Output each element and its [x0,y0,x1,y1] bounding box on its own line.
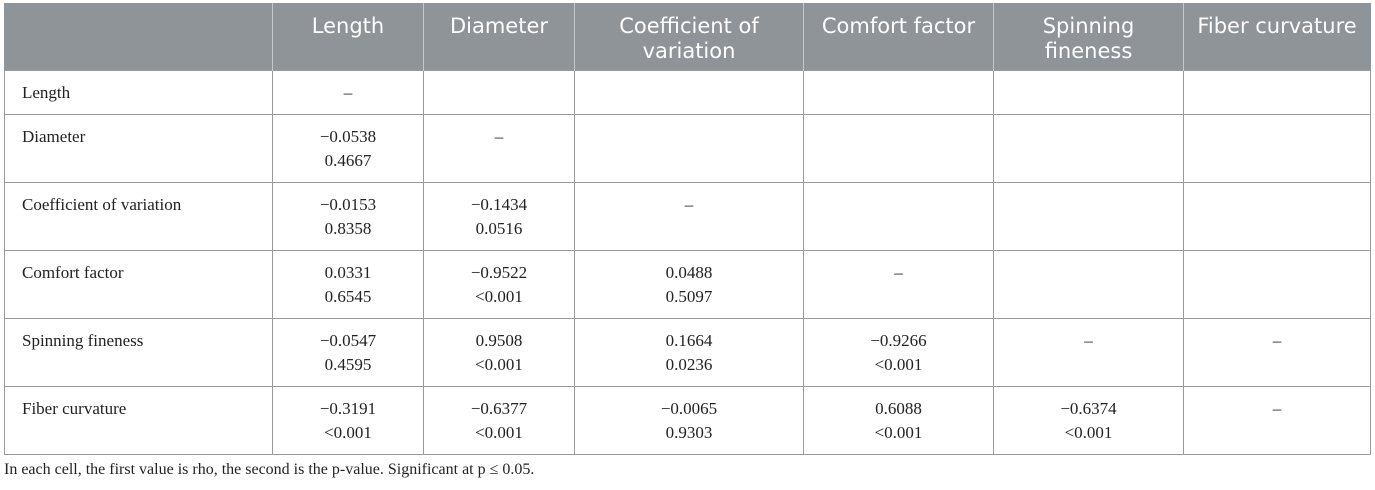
table-cell [1183,114,1371,183]
table-cell [993,250,1184,319]
table-cell: – [1183,386,1371,455]
table-cell: – [993,318,1184,387]
rho-value: – [1084,331,1093,350]
p-value: 0.0236 [665,355,713,374]
table-cell [574,114,804,183]
column-header: Coefficient of variation [574,3,804,71]
table-cell [803,114,994,183]
p-value: <0.001 [874,423,923,442]
table-cell [993,114,1184,183]
row-label: Spinning fineness [4,318,273,387]
p-value: <0.001 [475,355,523,374]
table-footnote: In each cell, the first value is rho, th… [4,461,535,478]
rho-value: 0.9508 [475,331,523,350]
correlation-table-container: Length Diameter Coefficient of variation… [4,3,1371,479]
rho-value: – [894,263,903,282]
table-cell [993,70,1184,115]
column-header: Length [272,3,424,71]
rho-value: −0.9522 [470,263,528,282]
table-cell [1183,70,1371,115]
p-value: 0.4667 [324,151,372,170]
rho-value: 0.1664 [665,331,713,350]
rho-value: −0.3191 [319,399,377,418]
correlation-table: Length Diameter Coefficient of variation… [4,3,1371,455]
table-cell: −0.0153 0.8358 [272,182,424,251]
rho-value: 0.6088 [875,399,922,418]
table-cell [1183,250,1371,319]
p-value: 0.8358 [324,219,372,238]
table-cell: 0.0331 0.6545 [272,250,424,319]
row-label: Fiber curvature [4,386,273,455]
table-cell: – [272,70,424,115]
table-row: Spinning fineness −0.0547 0.4595 0.9508 <0.0… [4,318,1371,387]
table-row: Length – [4,70,1371,115]
table-cell [1183,182,1371,251]
table-cell: −0.9522 <0.001 [423,250,575,319]
column-header: Spinning fineness [993,3,1184,71]
table-cell: 0.6088 <0.001 [803,386,994,455]
row-label: Comfort factor [4,250,273,319]
table-cell: −0.3191 <0.001 [272,386,424,455]
table-cell: −0.6374 <0.001 [993,386,1184,455]
header-corner [4,3,273,71]
rho-value: – [1272,331,1282,350]
table-row: Fiber curvature −0.3191 <0.001 −0.6377 <0.00… [4,386,1371,455]
p-value: <0.001 [475,423,523,442]
table-cell: – [803,250,994,319]
p-value: <0.001 [475,287,523,306]
table-cell: −0.6377 <0.001 [423,386,575,455]
p-value: 0.0516 [475,219,523,238]
table-cell: 0.0488 0.5097 [574,250,804,319]
table-cell: – [423,114,575,183]
table-cell: 0.9508 <0.001 [423,318,575,387]
p-value: 0.6545 [324,287,372,306]
rho-value: – [343,83,353,102]
rho-value: −0.1434 [470,195,528,214]
table-cell: −0.9266 <0.001 [803,318,994,387]
p-value: 0.4595 [324,355,372,374]
column-header: Fiber curvature [1183,3,1371,71]
rho-value: – [1272,399,1282,418]
rho-value: 0.0488 [665,263,713,282]
header-row: Length Diameter Coefficient of variation… [4,3,1371,71]
table-cell: −0.1434 0.0516 [423,182,575,251]
table-cell [993,182,1184,251]
table-row: Coefficient of variation −0.0153 0.8358 −0.… [4,182,1371,251]
table-cell: −0.0547 0.4595 [272,318,424,387]
table-cell [423,70,575,115]
rho-value: −0.0547 [319,331,377,350]
table-cell: −0.0065 0.9303 [574,386,804,455]
p-value: 0.9303 [665,423,713,442]
table-cell: −0.0538 0.4667 [272,114,424,183]
table-cell: 0.1664 0.0236 [574,318,804,387]
rho-value: −0.9266 [870,331,927,350]
table-row: Comfort factor 0.0331 0.6545 −0.9522 <0.001 0… [4,250,1371,319]
rho-value: −0.6374 [1060,399,1117,418]
table-cell [803,70,994,115]
row-label: Diameter [4,114,273,183]
table-cell [803,182,994,251]
row-label: Coefficient of variation [4,182,273,251]
p-value: 0.5097 [665,287,713,306]
rho-value: −0.0153 [319,195,377,214]
column-header: Comfort factor [803,3,994,71]
row-label: Length [4,70,273,115]
table-cell: – [1183,318,1371,387]
rho-value: – [684,195,694,214]
rho-value: −0.0538 [319,127,377,146]
p-value: <0.001 [324,423,372,442]
rho-value: – [494,127,504,146]
p-value: <0.001 [1064,423,1113,442]
rho-value: 0.0331 [324,263,372,282]
column-header: Diameter [423,3,575,71]
table-row: Diameter −0.0538 0.4667 – [4,114,1371,183]
p-value: <0.001 [874,355,923,374]
table-cell: – [574,182,804,251]
rho-value: −0.0065 [660,399,718,418]
table-cell [574,70,804,115]
rho-value: −0.6377 [470,399,528,418]
